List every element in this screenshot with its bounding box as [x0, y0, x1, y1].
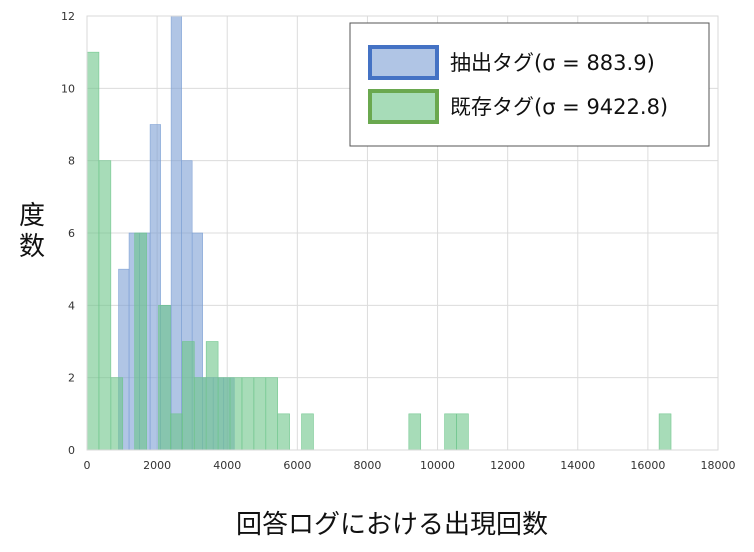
existing-tag-bar — [301, 413, 314, 451]
x-tick-label: 18000 — [701, 459, 736, 472]
x-tick-label: 4000 — [213, 459, 241, 472]
existing-tag-bar — [134, 232, 147, 451]
existing-tag-bar — [193, 377, 207, 451]
legend-swatch-existing — [368, 89, 439, 124]
existing-tag-bar — [277, 413, 290, 451]
existing-tag-bar — [444, 413, 457, 451]
extracted-tag-bar — [170, 15, 182, 451]
x-tick-label: 8000 — [353, 459, 381, 472]
y-axis-title-char: 数 — [19, 232, 45, 262]
existing-tag-bar — [110, 377, 124, 451]
legend: 抽出タグ(σ = 883.9) 既存タグ(σ = 9422.8) — [349, 22, 710, 147]
existing-tag-bar — [205, 341, 219, 451]
y-tick-label: 12 — [61, 10, 75, 23]
existing-tag-bar — [182, 341, 195, 451]
x-tick-label: 16000 — [630, 459, 665, 472]
existing-tag-bar — [658, 413, 672, 451]
y-axis-title: 度数 — [19, 201, 45, 262]
existing-tag-bar — [86, 51, 100, 451]
legend-swatch-extracted — [368, 45, 439, 80]
histogram-bars — [86, 15, 672, 451]
legend-label-extracted: 抽出タグ(σ = 883.9) — [450, 51, 655, 75]
y-tick-label: 10 — [61, 82, 75, 95]
x-tick-label: 0 — [84, 459, 91, 472]
y-tick-label: 6 — [68, 227, 75, 240]
existing-tag-bar — [98, 160, 112, 451]
existing-tag-bar — [456, 413, 469, 451]
x-tick-label: 14000 — [560, 459, 595, 472]
existing-tag-bar — [408, 413, 422, 451]
x-tick-label: 10000 — [420, 459, 455, 472]
x-axis-title: 回答ログにおける出現回数 — [236, 510, 548, 540]
y-tick-label: 8 — [68, 155, 75, 168]
existing-tag-bar — [217, 377, 231, 451]
existing-tag-bar — [253, 377, 267, 451]
x-tick-label: 6000 — [283, 459, 311, 472]
x-tick-label: 12000 — [490, 459, 525, 472]
y-tick-label: 4 — [68, 299, 75, 312]
y-tick-labels: 0 2 4 6 8 10 12 — [61, 10, 75, 457]
legend-label-existing: 既存タグ(σ = 9422.8) — [450, 95, 668, 119]
existing-tag-bar — [158, 305, 171, 451]
existing-tag-bar — [229, 377, 243, 451]
y-axis-title-char: 度 — [19, 201, 45, 231]
y-tick-label: 2 — [68, 372, 75, 385]
plot-frame — [86, 15, 719, 451]
x-tick-labels: 0 2000 4000 6000 8000 10000 12000 14000 16000 180… — [84, 459, 736, 472]
legend-box — [349, 22, 710, 147]
y-tick-label: 0 — [68, 444, 75, 457]
existing-tag-bar — [265, 377, 279, 451]
existing-tag-bar — [241, 377, 255, 451]
existing-tag-bar — [170, 413, 183, 451]
x-tick-label: 2000 — [143, 459, 171, 472]
